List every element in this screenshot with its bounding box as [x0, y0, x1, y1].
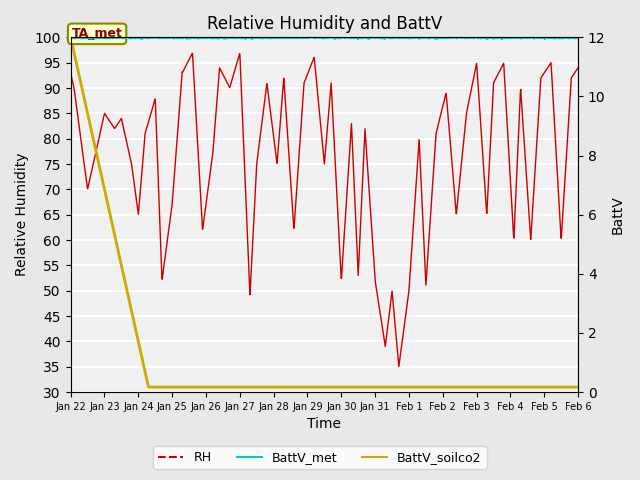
Line: BattV_soilco2: BattV_soilco2 [70, 37, 612, 387]
BattV_met [95, 35, 102, 40]
RH [493, 72, 501, 78]
Title: Relative Humidity and BattV: Relative Humidity and BattV [207, 15, 442, 33]
Y-axis label: Relative Humidity: Relative Humidity [15, 153, 29, 276]
BattV_met [316, 35, 324, 41]
RH [67, 70, 74, 76]
RH [95, 138, 102, 144]
BattV_soilco2 [390, 384, 397, 390]
BattV_soilco2 [608, 384, 616, 390]
Y-axis label: BattV: BattV [611, 195, 625, 234]
BattV_soilco2 [145, 384, 152, 390]
RH [395, 364, 403, 370]
BattV_met [138, 36, 145, 42]
RH [330, 138, 338, 144]
BattV_met [124, 32, 131, 38]
Line: BattV_met: BattV_met [70, 35, 612, 39]
BattV_met [593, 34, 600, 40]
BattV_met [67, 34, 74, 40]
BattV_soilco2 [361, 384, 369, 390]
Legend: RH, BattV_met, BattV_soilco2: RH, BattV_met, BattV_soilco2 [154, 446, 486, 469]
BattV_soilco2 [325, 384, 333, 390]
Text: TA_met: TA_met [72, 27, 122, 40]
BattV_soilco2 [596, 384, 604, 390]
RH [316, 113, 324, 119]
X-axis label: Time: Time [307, 418, 341, 432]
RH [608, 116, 616, 121]
Line: RH: RH [70, 53, 612, 367]
BattV_met [608, 35, 616, 41]
RH [593, 109, 600, 115]
BattV_met [593, 35, 600, 40]
RH [188, 50, 196, 56]
BattV_soilco2 [328, 384, 336, 390]
BattV_met [330, 35, 338, 40]
BattV_soilco2 [511, 384, 519, 390]
BattV_met [493, 36, 501, 41]
BattV_soilco2 [67, 35, 74, 40]
RH [593, 116, 600, 122]
